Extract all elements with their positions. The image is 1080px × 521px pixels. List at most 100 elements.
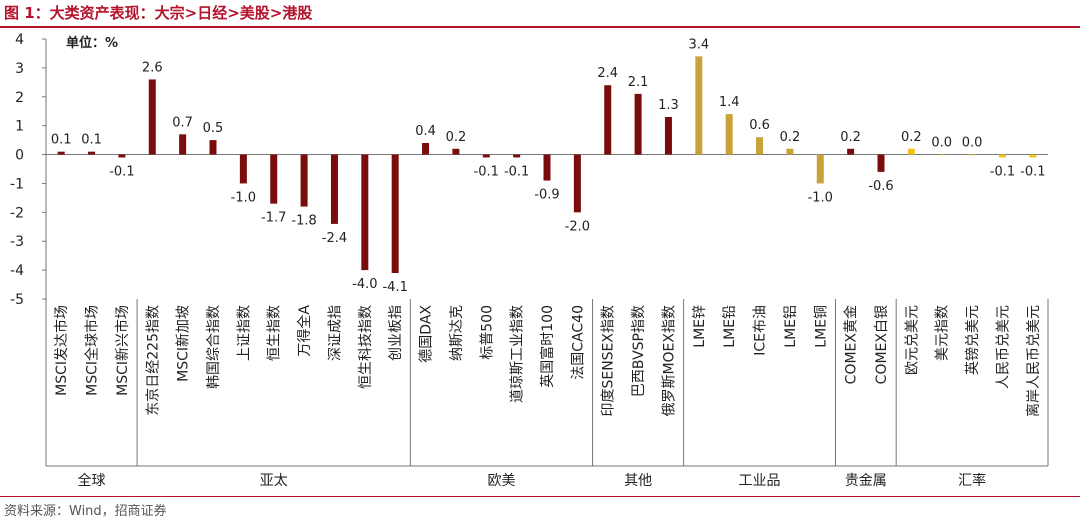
bar — [664, 117, 672, 155]
category-label: MSCI发达市场 — [53, 305, 70, 396]
y-tick-label: -4 — [10, 263, 24, 279]
category-label: 巴西BVSP指数 — [631, 305, 647, 397]
group-label: 欧美 — [487, 473, 515, 489]
category-label: 人民币兑美元 — [995, 305, 1011, 389]
data-label: -4.0 — [352, 277, 377, 292]
group-label: 工业品 — [739, 473, 781, 489]
data-label: 0.0 — [931, 136, 952, 151]
bar — [270, 154, 278, 204]
group-label: 全球 — [78, 472, 106, 489]
y-tick-label: -3 — [10, 234, 24, 250]
source-note: 资料来源：Wind，招商证券 — [4, 504, 167, 519]
category-label: 欧元兑美元 — [904, 305, 920, 375]
bar — [118, 154, 126, 158]
bar — [786, 148, 794, 155]
category-label: LME铜 — [813, 305, 829, 348]
bar — [239, 154, 247, 184]
category-label: 上证指数 — [236, 305, 252, 361]
y-tick-label: -2 — [10, 205, 24, 221]
bar — [725, 114, 733, 155]
group-label: 其他 — [624, 473, 652, 489]
data-label: 1.4 — [719, 95, 740, 110]
label-layer: 全球 亚太 欧美 其他 工业品 贵金属 汇率 0.1 MSCI发达市场 0.1 MSCI全球市场 -0… — [51, 37, 1046, 489]
category-label: 深证成指 — [327, 305, 343, 361]
y-tick-label: -5 — [10, 292, 24, 308]
category-label: LME锌 — [692, 305, 708, 348]
y-tick-label: 1 — [15, 119, 24, 135]
data-label: 2.4 — [597, 66, 618, 81]
bar — [422, 143, 430, 155]
category-label: COMEX白银 — [874, 305, 890, 384]
data-label: 2.1 — [628, 75, 649, 90]
bar — [543, 154, 551, 181]
bar — [968, 154, 976, 156]
data-label: -0.1 — [474, 164, 499, 179]
bar — [57, 151, 65, 155]
data-label: 0.0 — [962, 136, 983, 151]
bar — [573, 154, 581, 213]
bar — [756, 137, 764, 155]
bar — [907, 148, 915, 155]
data-label: -0.9 — [534, 188, 559, 203]
bar — [1029, 154, 1037, 158]
category-label: MSCI新兴市场 — [114, 305, 131, 396]
data-label: 0.2 — [446, 130, 467, 145]
data-label: -1.0 — [808, 190, 833, 205]
bar — [482, 154, 490, 158]
category-label: 印度SENSEX指数 — [601, 305, 617, 417]
category-label: 道琼斯工业指数 — [510, 305, 526, 403]
category-label: COMEX黄金 — [843, 305, 860, 384]
category-label: MSCI全球市场 — [84, 305, 101, 396]
data-label: -0.1 — [1020, 164, 1045, 179]
bar — [330, 154, 338, 224]
category-label: 纳斯达克 — [449, 305, 465, 361]
bar — [513, 154, 521, 158]
category-label: 恒生科技指数 — [358, 305, 374, 389]
y-tick-label: 2 — [15, 90, 24, 106]
y-tick-label: 3 — [15, 61, 24, 77]
category-label: LME铅 — [722, 305, 738, 348]
category-label: LME铝 — [783, 305, 799, 348]
bar — [391, 154, 399, 273]
unit-label: 单位：% — [66, 35, 118, 51]
bar — [877, 154, 885, 172]
data-label: 0.6 — [749, 118, 770, 133]
data-label: -1.8 — [291, 214, 316, 229]
data-label: 0.4 — [415, 124, 436, 139]
category-label: 俄罗斯MOEX指数 — [661, 305, 677, 417]
group-label: 亚太 — [260, 473, 288, 489]
bar — [847, 148, 855, 155]
bar — [816, 154, 824, 184]
data-label: 3.4 — [688, 37, 709, 52]
data-label: -4.1 — [382, 280, 407, 295]
category-label: 美元指数 — [935, 305, 951, 361]
category-label: 标普500 — [479, 305, 495, 360]
data-label: 0.5 — [203, 121, 224, 136]
bar — [604, 85, 612, 155]
category-label: 韩国综合指数 — [206, 305, 222, 389]
bar — [209, 140, 217, 155]
data-label: 1.3 — [658, 98, 679, 113]
data-label: -1.0 — [231, 190, 256, 205]
category-label: 法国CAC40 — [570, 305, 586, 380]
bar — [179, 134, 187, 155]
bar — [695, 56, 703, 155]
bar — [361, 154, 369, 271]
data-label: 0.2 — [780, 130, 801, 145]
bar — [88, 151, 96, 155]
bar — [300, 154, 308, 207]
category-label: 离岸人民币兑美元 — [1025, 305, 1042, 417]
bar — [452, 148, 460, 155]
bar — [938, 154, 946, 156]
category-label: 恒生指数 — [267, 305, 283, 361]
category-label: 东京日经225指数 — [145, 305, 161, 416]
category-label: 英镑兑美元 — [964, 305, 981, 375]
y-tick-label: -1 — [10, 176, 24, 192]
data-label: -2.4 — [322, 231, 347, 246]
bar — [148, 79, 156, 155]
group-label: 汇率 — [958, 472, 986, 489]
data-label: 0.2 — [840, 130, 861, 145]
figure-title: 图 1：大类资产表现：大宗>日经>美股>港股 — [4, 4, 313, 22]
category-label: 德国DAX — [419, 305, 435, 363]
bar — [998, 154, 1006, 158]
